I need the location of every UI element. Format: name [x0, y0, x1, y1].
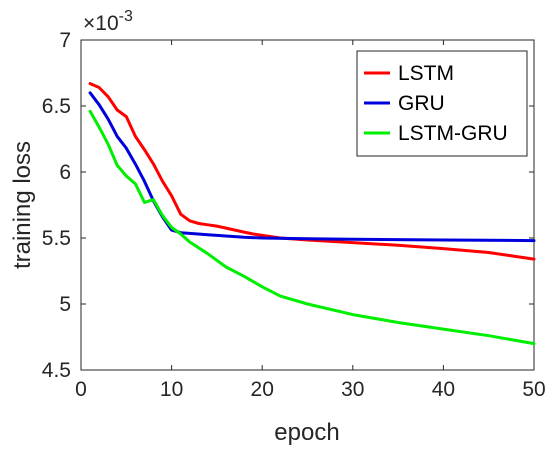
legend: LSTM GRU LSTM-GRU [356, 50, 528, 157]
legend-label-gru: GRU [398, 92, 445, 115]
legend-label-lstm-gru: LSTM-GRU [398, 122, 508, 145]
y-tick-label: 6.5 [42, 95, 71, 118]
y-tick-label: 5.5 [42, 227, 71, 250]
x-tick-label: 30 [341, 378, 364, 401]
y-tick-label: 4.5 [42, 359, 71, 382]
y-axis-label: training loss [9, 141, 36, 269]
legend-label-lstm: LSTM [398, 62, 454, 85]
x-tick-label: 10 [160, 378, 183, 401]
series-lines [88, 82, 536, 346]
y-tick-label: 7 [59, 29, 71, 52]
y-tick-label: 6 [59, 161, 71, 184]
series-line-lstm [88, 82, 536, 261]
x-tick-label: 50 [522, 378, 545, 401]
x-tick-label: 0 [75, 378, 87, 401]
x-tick-label: 40 [432, 378, 455, 401]
y-tick-label: 5 [59, 293, 71, 316]
x-tick-label: 20 [251, 378, 274, 401]
y-axis: 4.5 5 5.5 6 6.5 7 [42, 29, 534, 382]
x-axis: 0 10 20 30 40 50 [75, 40, 546, 401]
axis-exponent-label: ×10-3 [83, 8, 133, 35]
series-line-lstm-gru [88, 109, 536, 346]
x-axis-label: epoch [274, 419, 339, 446]
axis-exponent-power: -3 [119, 8, 133, 25]
